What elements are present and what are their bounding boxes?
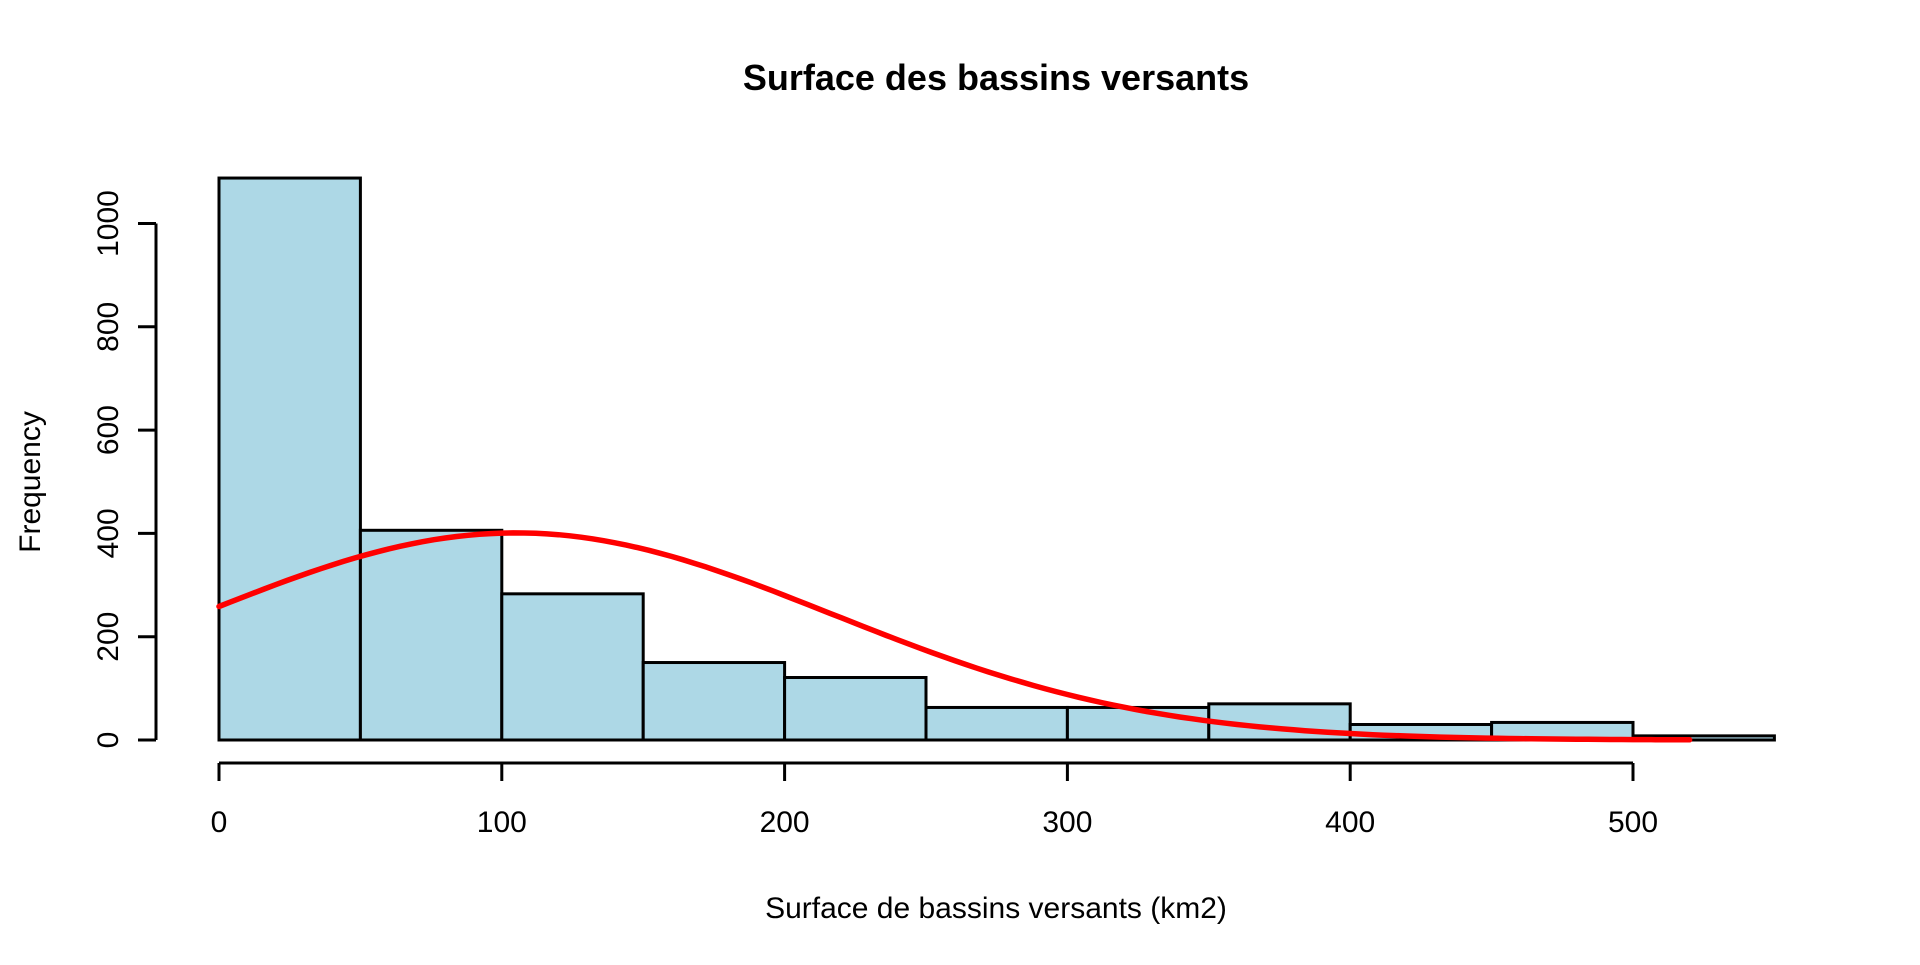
- histogram-bar: [641, 661, 787, 742]
- y-axis: 0 200 400 600 800 1000: [92, 190, 158, 749]
- x-axis-label: Surface de bassins versants (km2): [765, 892, 1227, 925]
- histogram-bar: [783, 676, 928, 742]
- histogram-bar: [500, 592, 645, 742]
- bars-group: [217, 176, 1776, 742]
- x-tick-label: 500: [1608, 806, 1658, 839]
- histogram-bar: [358, 528, 504, 742]
- y-tick-label: 800: [92, 302, 125, 352]
- x-tick-label: 200: [760, 806, 810, 839]
- y-tick-label: 200: [92, 612, 125, 662]
- x-tick-label: 100: [477, 806, 527, 839]
- x-tick-label: 0: [211, 806, 228, 839]
- y-tick-label: 600: [92, 405, 125, 455]
- y-tick-label: 400: [92, 508, 125, 558]
- y-tick-label: 0: [92, 732, 125, 749]
- x-tick-label: 400: [1325, 806, 1375, 839]
- y-axis-label: Frequency: [14, 411, 47, 553]
- chart-title: Surface des bassins versants: [743, 57, 1249, 98]
- histogram-bar: [1065, 705, 1211, 742]
- histogram-bar: [217, 176, 362, 742]
- x-tick-label: 300: [1042, 806, 1092, 839]
- density-curve: [216, 530, 1693, 743]
- x-axis: 0 100 200 300 400 500: [211, 761, 1658, 839]
- histogram-bar: [924, 705, 1069, 742]
- y-tick-label: 1000: [92, 190, 125, 257]
